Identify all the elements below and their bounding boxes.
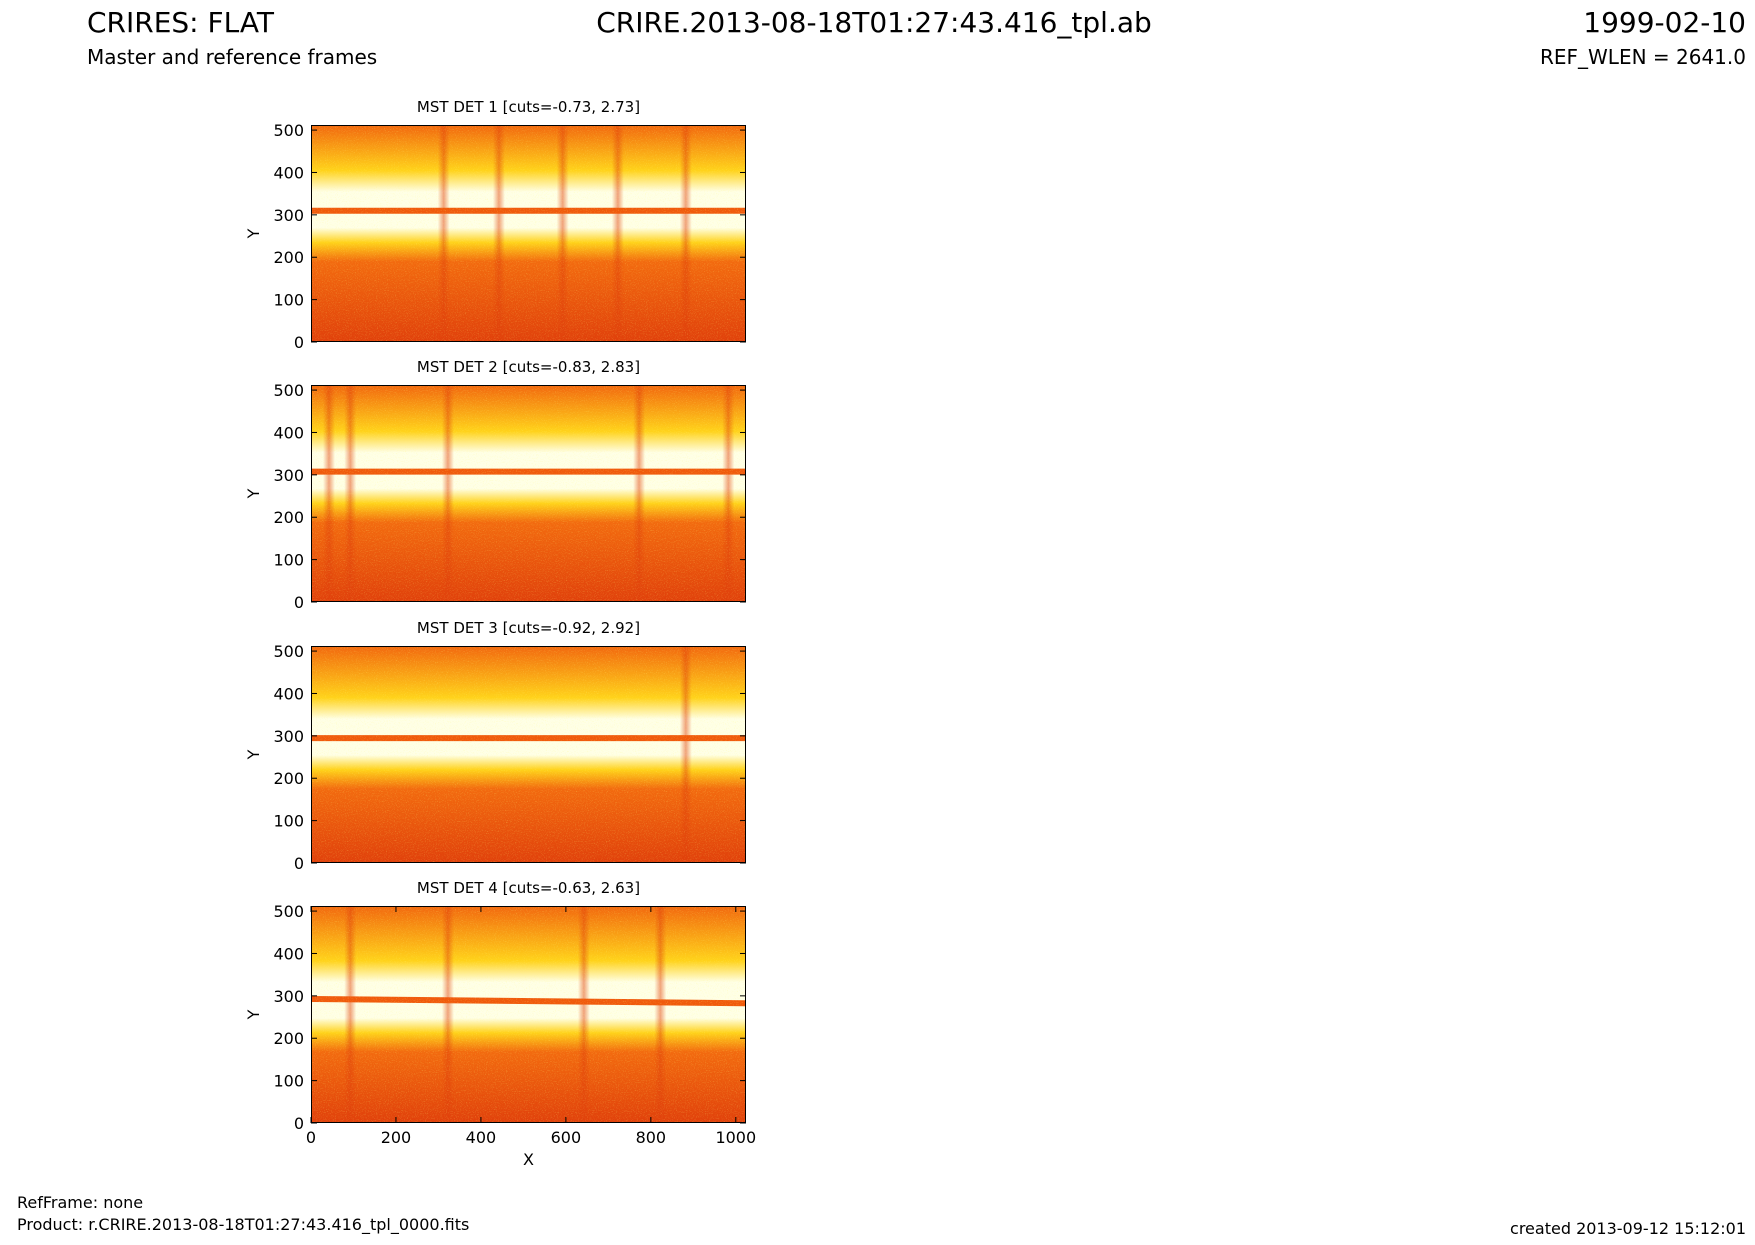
y-tick-label: 500 <box>273 381 304 400</box>
x-tick-label: 800 <box>636 1128 667 1147</box>
y-tick-label: 0 <box>294 1114 304 1133</box>
noise-overlay <box>312 386 745 601</box>
x-axis-label: X <box>523 1150 534 1169</box>
y-tick-label: 300 <box>273 987 304 1006</box>
date-label: 1999-02-10 <box>1583 6 1746 39</box>
noise-overlay <box>312 907 745 1122</box>
noise-overlay <box>312 126 745 341</box>
y-tick-label: 100 <box>273 812 304 831</box>
y-tick-label: 100 <box>273 1072 304 1091</box>
y-tick-label: 0 <box>294 854 304 873</box>
heatmap-image <box>311 385 746 602</box>
y-axis-label: Y <box>244 749 263 760</box>
x-tick-label: 0 <box>306 1128 316 1147</box>
panel-title: MST DET 1 [cuts=-0.73, 2.73] <box>416 98 641 116</box>
y-tick-label: 300 <box>273 206 304 225</box>
x-tick-label: 400 <box>466 1128 497 1147</box>
refframe-label: RefFrame: none <box>17 1193 144 1212</box>
heatmap-svg <box>312 907 745 1122</box>
y-tick-label: 400 <box>273 684 304 703</box>
y-tick-label: 300 <box>273 466 304 485</box>
y-tick-label: 500 <box>273 642 304 661</box>
product-label: Product: r.CRIRE.2013-08-18T01:27:43.416… <box>17 1215 470 1234</box>
y-tick-label: 100 <box>273 551 304 570</box>
heatmap-image <box>311 906 746 1123</box>
report-title: CRIRES: FLAT <box>87 6 274 39</box>
heatmap-svg <box>312 126 745 341</box>
y-tick-label: 300 <box>273 727 304 746</box>
y-tick-label: 200 <box>273 1029 304 1048</box>
y-tick-label: 200 <box>273 769 304 788</box>
report-subtitle: Master and reference frames <box>87 45 378 69</box>
heatmap-image <box>311 125 746 342</box>
y-tick-label: 500 <box>273 902 304 921</box>
heatmap-svg <box>312 386 745 601</box>
y-tick-label: 500 <box>273 121 304 140</box>
y-tick-label: 200 <box>273 248 304 267</box>
panel-title: MST DET 3 [cuts=-0.92, 2.92] <box>416 619 641 637</box>
y-tick-label: 0 <box>294 333 304 352</box>
y-tick-label: 400 <box>273 423 304 442</box>
file-name-title: CRIRE.2013-08-18T01:27:43.416_tpl.ab <box>596 6 1152 39</box>
y-tick-label: 200 <box>273 508 304 527</box>
y-axis-label: Y <box>244 488 263 499</box>
y-axis-label: Y <box>244 1009 263 1020</box>
y-tick-label: 0 <box>294 593 304 612</box>
panel-title: MST DET 2 [cuts=-0.83, 2.83] <box>416 358 641 376</box>
y-tick-label: 100 <box>273 291 304 310</box>
noise-overlay <box>312 647 745 862</box>
y-tick-label: 400 <box>273 163 304 182</box>
y-axis-label: Y <box>244 228 263 239</box>
x-tick-label: 1000 <box>715 1128 756 1147</box>
x-tick-label: 600 <box>551 1128 582 1147</box>
panel-title: MST DET 4 [cuts=-0.63, 2.63] <box>416 879 641 897</box>
heatmap-image <box>311 646 746 863</box>
x-tick-label: 200 <box>381 1128 412 1147</box>
created-timestamp: created 2013-09-12 15:12:01 <box>1510 1219 1746 1238</box>
y-tick-label: 400 <box>273 944 304 963</box>
ref-wlen-label: REF_WLEN = 2641.0 <box>1539 45 1746 69</box>
heatmap-svg <box>312 647 745 862</box>
